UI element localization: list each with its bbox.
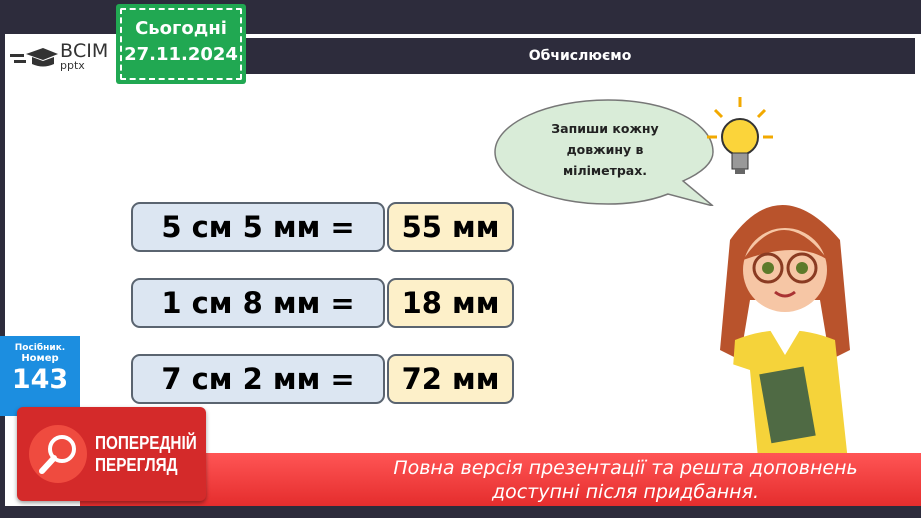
- bottom-bar: [0, 506, 921, 518]
- textbook-number-panel: Посібник. Номер 143: [0, 336, 80, 416]
- conversion-row: 5 см 5 мм = 55 мм: [131, 202, 514, 252]
- answer-box: 72 мм: [387, 354, 514, 404]
- question-box: 1 см 8 мм =: [131, 278, 385, 328]
- teacher-illustration: [714, 205, 850, 480]
- answer-box: 55 мм: [387, 202, 514, 252]
- graduation-cap-icon: [10, 47, 58, 66]
- logo: ВСІМ pptx: [10, 42, 108, 71]
- bubble-text: Запиши кожну довжину в міліметрах.: [551, 121, 659, 178]
- question-box: 7 см 2 мм =: [131, 354, 385, 404]
- conversion-row: 1 см 8 мм = 18 мм: [131, 278, 514, 328]
- answer-box: 18 мм: [387, 278, 514, 328]
- magnifier-icon: [29, 425, 87, 483]
- date-badge: Сьогодні 27.11.2024: [116, 4, 246, 84]
- preview-button[interactable]: ПОПЕРЕДНІЙ ПЕРЕГЛЯД: [17, 407, 206, 501]
- question-box: 5 см 5 мм =: [131, 202, 385, 252]
- purchase-banner: Повна версія презентації та решта доповн…: [80, 453, 921, 506]
- conversion-row: 7 см 2 мм = 72 мм: [131, 354, 514, 404]
- slide-title: Обчислюємо: [245, 38, 915, 74]
- lightbulb-icon: [707, 97, 773, 174]
